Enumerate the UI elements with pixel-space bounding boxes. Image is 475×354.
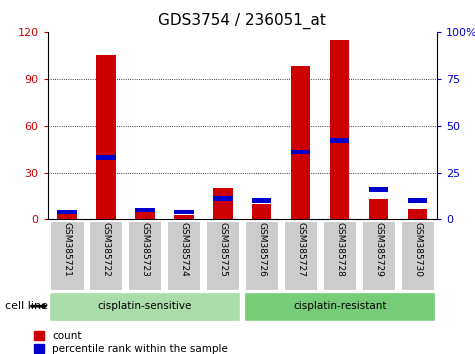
- FancyBboxPatch shape: [206, 221, 239, 290]
- FancyBboxPatch shape: [362, 221, 395, 290]
- FancyBboxPatch shape: [244, 292, 435, 321]
- Bar: [291, 150, 311, 154]
- Bar: [57, 212, 76, 219]
- FancyBboxPatch shape: [50, 221, 84, 290]
- Text: GSM385723: GSM385723: [141, 222, 149, 276]
- Bar: [252, 198, 271, 203]
- FancyBboxPatch shape: [167, 221, 200, 290]
- Bar: [213, 188, 232, 219]
- Bar: [96, 55, 116, 219]
- Bar: [57, 210, 76, 214]
- Text: GSM385726: GSM385726: [257, 222, 266, 276]
- Text: GSM385729: GSM385729: [374, 222, 383, 276]
- FancyBboxPatch shape: [128, 221, 162, 290]
- Bar: [330, 40, 349, 219]
- Bar: [369, 199, 389, 219]
- Title: GDS3754 / 236051_at: GDS3754 / 236051_at: [158, 13, 326, 29]
- FancyBboxPatch shape: [89, 221, 123, 290]
- FancyBboxPatch shape: [401, 221, 434, 290]
- Bar: [291, 66, 311, 219]
- Bar: [408, 198, 427, 203]
- Bar: [213, 196, 232, 201]
- Text: cisplatin-sensitive: cisplatin-sensitive: [98, 301, 192, 310]
- Text: cisplatin-resistant: cisplatin-resistant: [293, 301, 386, 310]
- Bar: [174, 215, 193, 219]
- Bar: [135, 208, 154, 212]
- Bar: [96, 155, 116, 160]
- Bar: [330, 138, 349, 143]
- Bar: [135, 210, 154, 219]
- Bar: [174, 210, 193, 214]
- FancyBboxPatch shape: [245, 221, 278, 290]
- FancyBboxPatch shape: [323, 221, 356, 290]
- Text: GSM385728: GSM385728: [335, 222, 344, 276]
- Text: GSM385725: GSM385725: [218, 222, 227, 276]
- Text: cell line: cell line: [5, 301, 48, 311]
- Text: GSM385721: GSM385721: [63, 222, 71, 276]
- Text: GSM385730: GSM385730: [413, 222, 422, 276]
- Text: GSM385724: GSM385724: [180, 222, 188, 276]
- Legend: count, percentile rank within the sample: count, percentile rank within the sample: [34, 331, 228, 354]
- FancyBboxPatch shape: [284, 221, 317, 290]
- Bar: [252, 204, 271, 219]
- Bar: [408, 209, 427, 219]
- FancyBboxPatch shape: [49, 292, 240, 321]
- Bar: [369, 187, 389, 192]
- Text: GSM385722: GSM385722: [102, 222, 110, 276]
- Text: GSM385727: GSM385727: [296, 222, 305, 276]
